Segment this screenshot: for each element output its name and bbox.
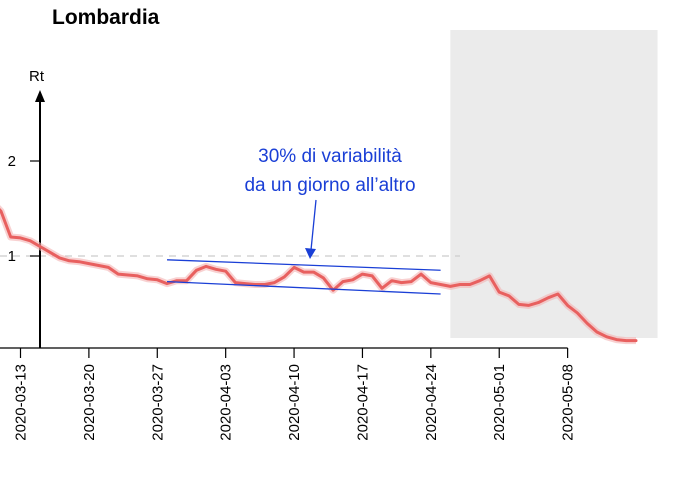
x-tick-label: 2020-05-08	[560, 364, 577, 441]
variability-lower-line	[167, 281, 441, 295]
x-tick-label: 2020-03-20	[81, 364, 98, 441]
y-axis-arrow	[35, 90, 45, 102]
x-tick-label: 2020-04-10	[286, 364, 303, 441]
variability-upper-line	[167, 259, 441, 271]
x-tick-label: 2020-04-03	[218, 364, 235, 441]
x-tick-label: 2020-05-01	[491, 364, 508, 441]
annotation-line-1: 30% di variabilità	[258, 146, 402, 167]
y-axis-label: Rt	[29, 68, 45, 85]
annotation-arrow-head	[305, 248, 316, 259]
x-tick-label: 2020-04-24	[423, 364, 440, 441]
shaded-region	[450, 30, 658, 338]
x-tick-label: 2020-03-13	[13, 364, 30, 441]
y-tick-label: 2	[8, 153, 16, 170]
annotation-arrow-line	[310, 199, 317, 251]
series-line	[0, 208, 638, 343]
y-tick-label: 1	[8, 248, 16, 265]
annotation-line-2: da un giorno all’altro	[244, 175, 415, 196]
x-tick-label: 2020-03-27	[149, 364, 166, 441]
x-tick-label: 2020-04-17	[354, 364, 371, 441]
chart-title: Lombardia	[52, 6, 160, 29]
